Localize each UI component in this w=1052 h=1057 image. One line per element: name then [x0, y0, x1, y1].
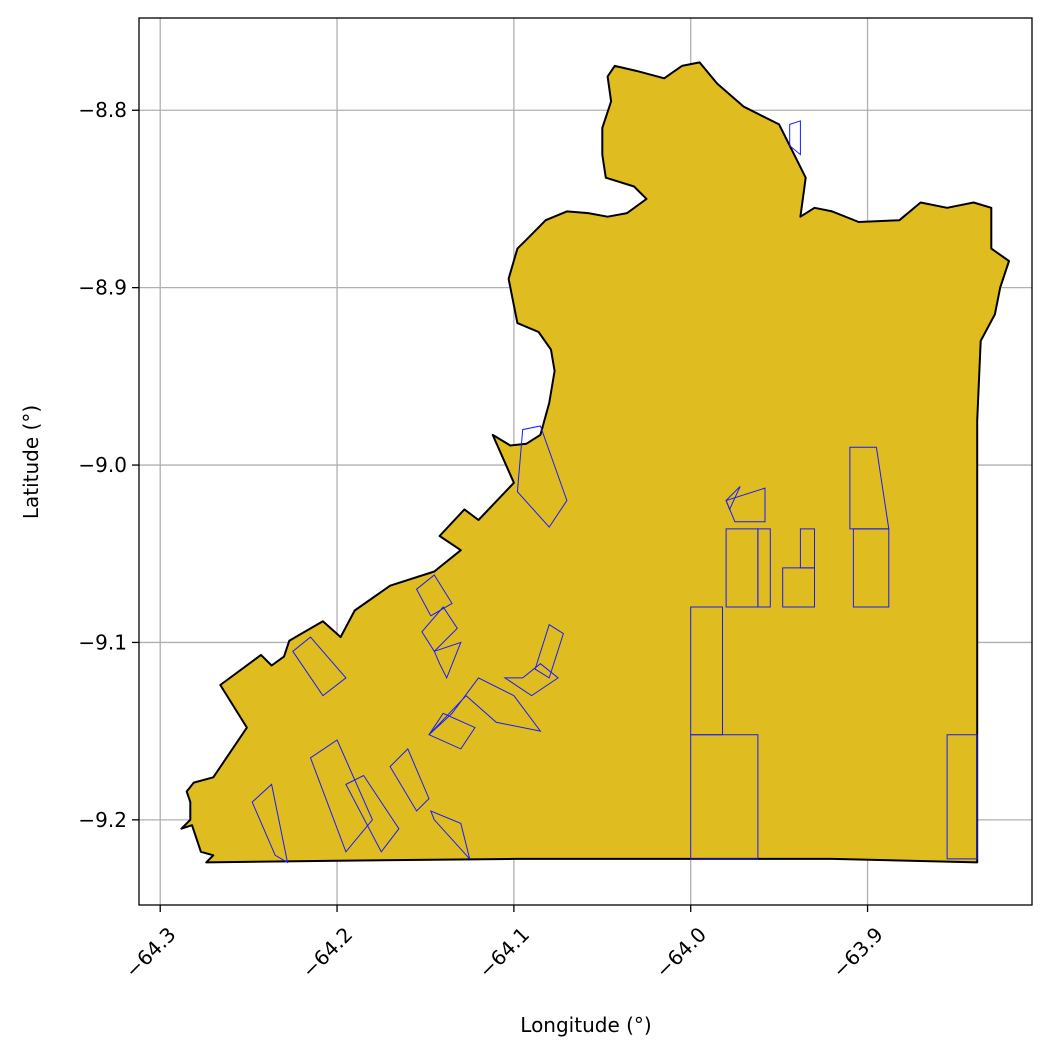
parcel-6 — [799, 528, 815, 569]
y-axis-ticks: −8.8 −8.9 −9.0 −9.1 −9.2 — [78, 98, 139, 832]
x-tick-label-1: −64.2 — [297, 922, 357, 982]
parcel-11 — [946, 734, 978, 860]
parcel-10 — [690, 734, 759, 860]
x-tick-label-3: −64.0 — [651, 922, 711, 982]
parcels — [251, 120, 978, 864]
region-polygon — [180, 61, 1010, 864]
parcel-2 — [725, 487, 766, 523]
plot-frame — [138, 17, 1033, 906]
y-tick-label-1: −8.9 — [78, 276, 127, 300]
y-tick-label-3: −9.1 — [78, 630, 127, 654]
parcel-23 — [428, 712, 476, 750]
parcel-12 — [789, 120, 801, 156]
y-tick-label-0: −8.8 — [78, 98, 127, 122]
parcel-17 — [292, 636, 347, 697]
parcel-24 — [428, 677, 542, 736]
y-tick-label-4: −9.2 — [78, 808, 127, 832]
x-tick-label-4: −63.9 — [828, 922, 888, 982]
parcel-21 — [389, 748, 430, 812]
parcel-14 — [415, 574, 453, 617]
parcel-20 — [345, 774, 400, 853]
parcel-18 — [251, 783, 289, 864]
x-tick-label-0: −64.3 — [120, 922, 180, 982]
x-tick-label-2: −64.1 — [474, 922, 534, 982]
parcel-13 — [534, 623, 564, 679]
parcel-0 — [516, 425, 568, 528]
parcel-19 — [309, 739, 373, 853]
parcel-15 — [421, 606, 458, 653]
parcel-8 — [852, 528, 890, 608]
parcel-4 — [757, 528, 771, 608]
parcel-16 — [433, 641, 462, 680]
parcel-22 — [429, 810, 471, 860]
y-tick-label-2: −9.0 — [78, 453, 127, 477]
x-axis-ticks: −64.3 −64.2 −64.1 −64.0 −63.9 — [120, 905, 888, 983]
y-axis-label: Latitude (°) — [19, 405, 43, 519]
x-axis-label: Longitude (°) — [520, 1013, 651, 1037]
parcel-25 — [503, 663, 559, 697]
